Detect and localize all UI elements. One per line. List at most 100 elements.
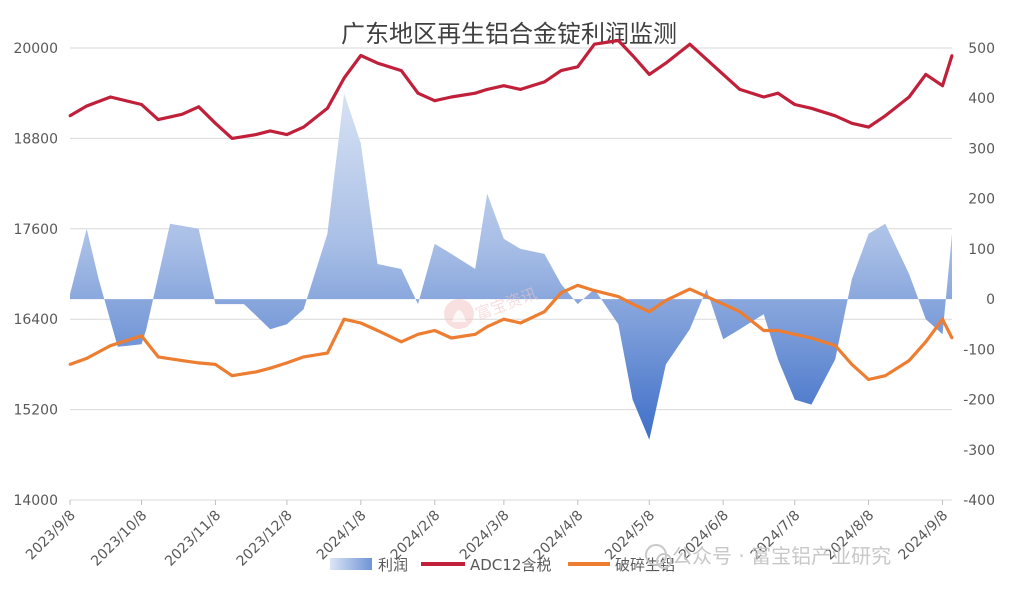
profit-point [851, 278, 853, 280]
point-adc12 [924, 73, 928, 76]
point-scrap [776, 329, 780, 332]
profit-point [648, 439, 650, 441]
series-line-adc12 [69, 38, 954, 140]
point-adc12 [214, 121, 217, 125]
point-adc12 [485, 88, 489, 91]
point-scrap [705, 295, 708, 298]
point-adc12 [543, 80, 546, 84]
point-adc12 [285, 133, 289, 137]
point-scrap [762, 329, 766, 332]
profit-point [417, 303, 419, 305]
point-scrap [326, 351, 329, 355]
point-scrap [924, 340, 928, 344]
point-adc12 [762, 95, 766, 99]
point-scrap [721, 302, 725, 306]
point-adc12 [941, 84, 944, 88]
point-adc12 [519, 88, 522, 91]
profit-point [503, 238, 505, 240]
legend-swatch-profit [330, 558, 372, 570]
point-scrap [302, 355, 305, 359]
profit-point [951, 233, 953, 235]
profit-point [884, 223, 886, 225]
profit-point [689, 328, 691, 330]
profit-point [867, 233, 869, 235]
profit-point [269, 328, 271, 330]
point-adc12 [867, 125, 870, 129]
point-adc12 [473, 91, 477, 95]
legend-label-adc12: ADC12含税 [470, 556, 551, 574]
x-tick-label: 2024/4/8 [531, 508, 587, 564]
x-tick-label: 2023/10/8 [88, 508, 150, 570]
profit-point [169, 223, 171, 225]
point-adc12 [776, 91, 780, 95]
left-tick-label: 18800 [13, 131, 58, 147]
profit-point [97, 278, 99, 280]
point-scrap [616, 295, 620, 298]
profit-point [474, 268, 476, 270]
point-scrap [254, 370, 258, 374]
point-adc12 [433, 99, 437, 103]
x-tick-label: 2023/12/8 [234, 508, 296, 570]
series-area-profit [70, 93, 952, 440]
profit-point [434, 243, 436, 245]
point-scrap [576, 283, 580, 287]
point-scrap [85, 357, 89, 360]
point-scrap [485, 325, 489, 329]
point-scrap [342, 317, 346, 321]
profit-point [794, 398, 796, 400]
profit-point [343, 92, 345, 94]
price-lines-layer [68, 38, 954, 382]
legend-item-profit: 利润 [330, 556, 408, 574]
point-scrap [68, 363, 72, 366]
legend-item-scrap: 破碎生铝 [568, 556, 675, 574]
point-scrap [376, 329, 379, 332]
point-scrap [473, 332, 477, 336]
right-tick-label: 0 [986, 292, 995, 308]
profit-point [777, 358, 779, 360]
point-adc12 [502, 84, 506, 88]
point-adc12 [450, 95, 453, 99]
point-adc12 [302, 125, 305, 129]
profit-point [214, 303, 216, 305]
point-scrap [285, 361, 289, 365]
profit-point [577, 303, 579, 305]
point-adc12 [326, 106, 329, 110]
profit-point [400, 268, 402, 270]
watermark-bottom: 公众号 · 富宝铝产业研究 [645, 544, 891, 569]
point-scrap [519, 321, 522, 325]
left-tick-label: 16400 [13, 312, 58, 328]
legend-label-profit: 利润 [378, 556, 408, 574]
right-tick-label: 200 [968, 192, 995, 208]
point-scrap [214, 363, 217, 366]
point-adc12 [254, 133, 258, 137]
right-tick-label: 100 [968, 242, 995, 258]
point-adc12 [376, 61, 379, 65]
point-adc12 [705, 57, 708, 61]
profit-point [705, 288, 707, 290]
right-tick-label: 300 [968, 141, 995, 157]
point-adc12 [647, 73, 651, 76]
point-scrap [883, 374, 887, 378]
watermark-logo-icon [444, 299, 474, 329]
point-adc12 [109, 95, 112, 99]
point-adc12 [883, 114, 887, 118]
point-adc12 [416, 91, 420, 95]
profit-point [617, 323, 619, 325]
point-scrap [109, 344, 112, 347]
point-scrap [156, 355, 160, 359]
point-scrap [140, 334, 143, 338]
profit-point [665, 363, 667, 365]
right-tick-label: -300 [963, 443, 995, 459]
point-scrap [833, 344, 837, 347]
point-scrap [559, 291, 563, 295]
profit-point [925, 318, 927, 320]
left-tick-label: 15200 [13, 403, 58, 419]
x-tick-label: 2024/1/8 [314, 508, 370, 564]
profit-point [450, 253, 452, 255]
profit-point [69, 293, 71, 295]
point-adc12 [793, 103, 797, 106]
x-tick-label: 2024/5/8 [602, 508, 658, 564]
profit-point [810, 403, 812, 405]
